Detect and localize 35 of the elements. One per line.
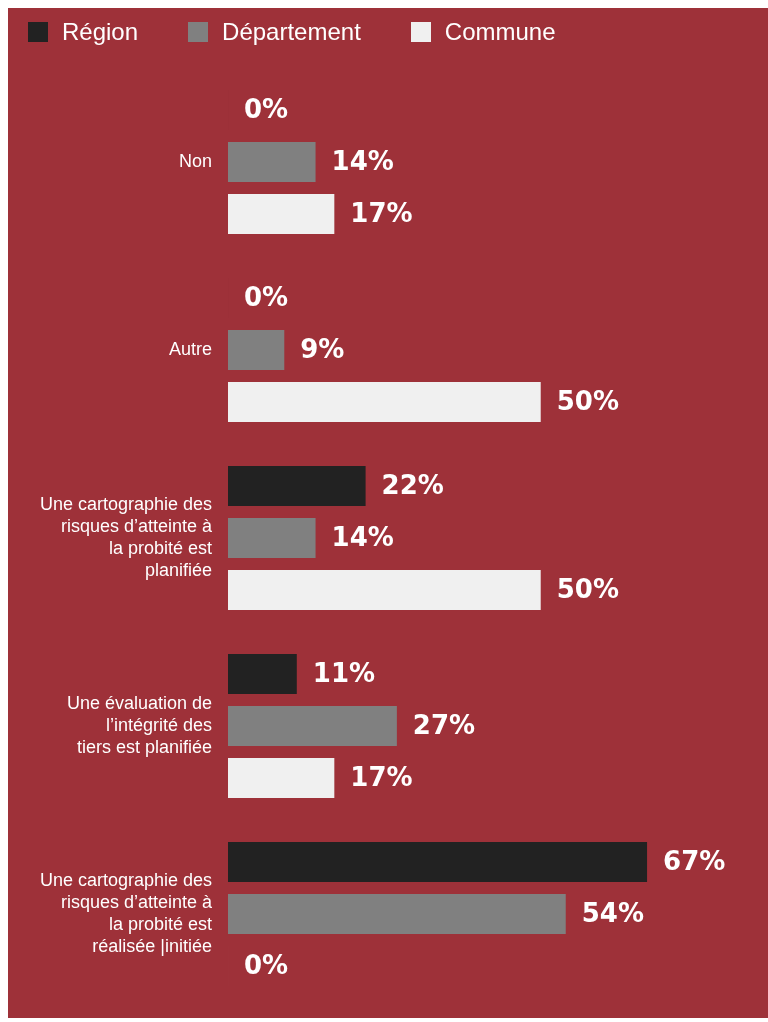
bar xyxy=(228,194,335,234)
bar xyxy=(228,894,566,934)
y-tick-label: Autre xyxy=(168,338,212,359)
data-label: 14% xyxy=(331,145,394,176)
bar xyxy=(228,518,316,558)
data-label: 50% xyxy=(556,385,619,416)
y-tick-label: Une évaluation de l’intégrité des tiers est planifiée xyxy=(66,692,212,757)
y-tick-label: Une cartographie des risques d’atteinte à la probité est réalisée |initiée xyxy=(39,869,213,956)
data-label: 14% xyxy=(331,521,394,552)
bar xyxy=(228,382,541,422)
bar xyxy=(228,842,648,882)
bar xyxy=(228,654,297,694)
y-tick-label: Non xyxy=(178,150,212,171)
legend-label: Région xyxy=(62,18,139,46)
bar xyxy=(228,706,397,746)
bar xyxy=(228,758,335,798)
data-label: 22% xyxy=(381,469,444,500)
bar xyxy=(228,330,285,370)
data-label: 17% xyxy=(350,761,413,792)
data-label: 67% xyxy=(663,845,726,876)
bar xyxy=(228,466,366,506)
data-label: 17% xyxy=(350,197,413,228)
data-label: 27% xyxy=(412,709,476,740)
data-label: 11% xyxy=(312,657,376,688)
data-label: 54% xyxy=(581,897,644,928)
y-tick-label: Une cartographie des risques d’atteinte à la probité est planifiée xyxy=(39,493,213,580)
bar xyxy=(228,142,316,182)
bar xyxy=(228,570,541,610)
legend-label: Commune xyxy=(444,18,556,46)
legend-label: Département xyxy=(222,18,361,46)
data-label: 0% xyxy=(244,281,289,312)
data-label: 0% xyxy=(244,949,289,980)
data-label: 50% xyxy=(556,573,619,604)
data-label: 9% xyxy=(300,333,345,364)
data-label: 0% xyxy=(244,93,289,124)
